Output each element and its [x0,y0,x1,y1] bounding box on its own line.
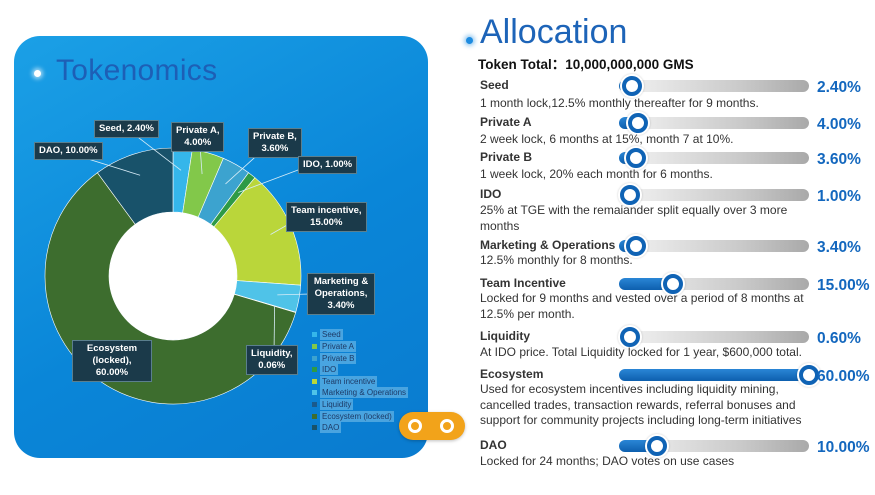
legend-swatch [312,343,317,349]
toggle-switch[interactable] [399,412,465,440]
allocation-name: DAO [480,438,507,452]
token-total: Token Total：10,000,000,000 GMS [478,57,694,72]
chart-label-private-b: Private B, 3.60% [248,128,302,158]
allocation-title: Allocation [480,13,628,51]
chart-label-team-incentive: Team incentive, 15.00% [286,202,367,232]
chart-label-liquidity: Liquidity, 0.06% [246,345,298,375]
legend-label: Seed [320,329,343,341]
legend-item: Marketing & Operations [312,387,409,399]
chart-label-ecosystem: Ecosystem (locked), 60.00% [72,340,152,382]
leader-line [277,293,311,296]
legend-swatch [312,425,317,431]
toggle-knob-right-icon [440,419,454,433]
chart-label-dao: DAO, 10.00% [34,142,103,160]
allocation-percent: 3.60% [817,151,861,168]
legend-item: Liquidity [312,398,408,411]
allocation-description: 1 month lock,12.5% monthly thereafter fo… [480,96,759,110]
allocation-slider-knob[interactable] [663,274,684,294]
chart-label-private-a: Private A, 4.00% [171,122,225,152]
legend-label: Private A [320,340,357,352]
legend-item: IDO [312,364,408,376]
allocation-name: Ecosystem [480,367,544,381]
legend-item: Private A [312,340,408,353]
allocation-percent: 15.00% [817,277,870,294]
allocation-description: 25% at TGE with the remaiander split equ… [480,203,788,233]
allocation-name: Seed [480,78,509,92]
allocation-name: Private B [480,150,533,164]
allocation-percent: 10.00% [817,439,870,456]
allocation-description: At IDO price. Total Liquidity locked for… [480,345,802,359]
allocation-slider-track [619,236,809,256]
allocation-slider-track [619,365,819,385]
allocation-slider-fill [619,369,809,381]
allocation-percent: 4.00% [817,116,861,133]
allocation-slider-knob[interactable] [799,365,819,385]
legend-label: Ecosystem (locked) [320,410,394,422]
allocation-percent: 3.40% [817,239,861,256]
legend-swatch [312,378,317,384]
legend-item: DAO [312,422,408,434]
allocation-slider-track [619,76,809,96]
allocation-slider-knob[interactable] [627,113,648,133]
legend-item: Private B [312,352,408,364]
chart-label-marketing: Marketing & Operations, 3.40% [307,273,375,315]
toggle-knob-left-icon [408,419,422,433]
allocation-slider-track [619,148,809,168]
card-title: Tokenomics [56,54,218,87]
title-bullet-icon [34,70,41,77]
chart-label-seed: Seed, 2.40% [94,120,159,138]
legend-label: DAO [320,422,342,434]
allocation-slider-track [619,113,809,133]
legend-swatch [312,355,317,361]
allocation-description: 1 week lock, 20% each month for 6 months… [480,167,713,181]
allocation-percent: 0.60% [817,330,861,347]
allocation-name: IDO [480,187,502,201]
legend-item: Seed [312,329,408,341]
allocation-slider-knob[interactable] [647,436,667,456]
allocation-slider-fill [619,278,674,290]
allocation-bullet-icon [466,37,473,44]
allocation-slider-knob[interactable] [620,185,641,205]
tokenomics-card: Tokenomics Seed, 2.40% Private A, 4.00% P… [14,36,428,458]
allocation-description: 12.5% monthly for 8 months. [480,253,633,267]
donut-hole [109,212,237,340]
allocation-description: 2 week lock, 6 months at 15%, month 7 at… [480,132,734,146]
allocation-percent: 1.00% [817,188,861,205]
allocation-description: Locked for 24 months; DAO votes on use c… [480,454,735,468]
allocation-description: Used for ecosystem incentives including … [480,382,802,427]
allocation-percent: 2.40% [817,79,861,96]
chart-legend: Seed Private A Private B IDO Team incentive M… [312,329,409,434]
allocation-slider-knob[interactable] [625,236,646,256]
chart-label-ido: IDO, 1.00% [298,156,358,174]
allocation-name: Team Incentive [480,276,566,290]
legend-swatch [312,332,317,338]
legend-swatch [312,413,317,419]
allocation-slider-knob[interactable] [622,76,643,96]
legend-item: Team incentive [312,375,408,387]
allocation-slider-track [619,327,809,347]
allocation-percent: 60.00% [817,368,870,385]
legend-label: Liquidity [320,398,354,410]
allocation-slider-track [619,436,809,456]
legend-swatch [312,401,317,407]
legend-label: Marketing & Operations [320,387,409,399]
allocation-name: Private A [480,115,532,129]
legend-item: Ecosystem (locked) [312,410,408,422]
legend-label: IDO [320,364,339,376]
allocation-name: Liquidity [480,329,530,343]
legend-swatch [312,367,317,373]
allocation-slider-knob[interactable] [620,327,641,347]
legend-swatch [312,390,317,396]
allocation-description: Locked for 9 months and vested over a pe… [480,291,804,321]
allocation-name: Marketing & Operations [480,238,616,252]
allocation-slider-track [619,274,809,294]
legend-label: Private B [320,352,357,364]
allocation-slider-track [619,185,809,205]
legend-label: Team incentive [320,375,378,387]
allocation-slider-knob[interactable] [626,148,647,168]
